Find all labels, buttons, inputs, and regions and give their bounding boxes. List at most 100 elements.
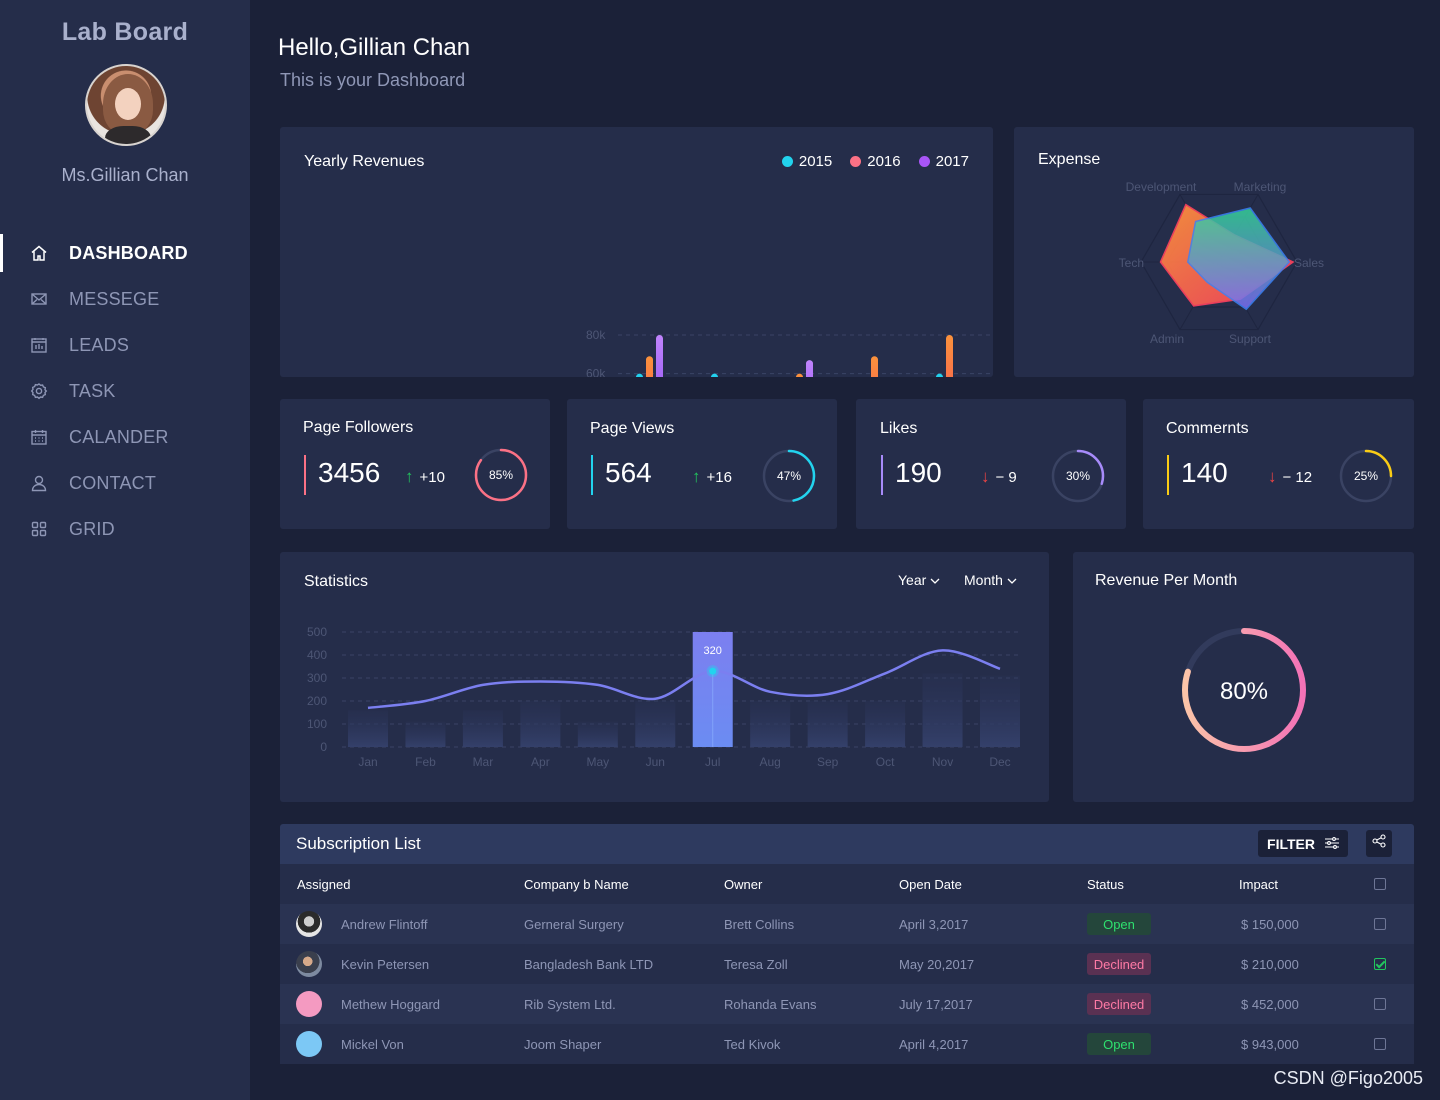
row-checkbox[interactable] <box>1374 1038 1386 1050</box>
kpi-accent-bar <box>304 455 306 495</box>
cell-owner: Ted Kivok <box>724 1037 781 1052</box>
radar-axis-label: Sales <box>1294 256 1324 270</box>
y-tick-label: 60k <box>586 367 606 377</box>
sidebar-item-calander[interactable]: CALANDER <box>0 414 250 460</box>
user-avatar[interactable] <box>85 64 167 146</box>
stat-bar <box>348 710 388 747</box>
ring-label: 30% <box>1066 469 1090 483</box>
cell-owner: Brett Collins <box>724 917 795 932</box>
table-row[interactable]: Mickel Von Joom Shaper Ted Kivok April 4… <box>280 1024 1414 1064</box>
grid-icon <box>30 520 48 538</box>
status-badge: Open <box>1087 913 1151 935</box>
sidebar-item-task[interactable]: TASK <box>0 368 250 414</box>
bar-2016 <box>796 373 803 377</box>
sidebar-item-label: CONTACT <box>69 472 157 493</box>
yearly-legend: 2015 2016 2017 <box>781 153 969 170</box>
legend-2017[interactable]: 2017 <box>918 153 969 170</box>
x-tick-label: Apr <box>531 755 550 769</box>
y-tick-label: 300 <box>307 671 327 685</box>
stat-bar <box>807 701 848 747</box>
kpi-value: 564 <box>605 457 652 488</box>
sidebar-item-dashboard[interactable]: DASHBOARD <box>0 230 250 276</box>
cell-assigned: Andrew Flintoff <box>341 917 428 932</box>
bar-2016 <box>646 356 653 377</box>
x-tick-label: Nov <box>932 755 953 769</box>
statistics-line <box>367 649 1001 710</box>
avatar <box>296 951 322 977</box>
gear-icon <box>30 382 48 400</box>
table-header-row: Assigned Company b Name Owner Open Date … <box>280 864 1414 904</box>
stat-bar <box>980 675 1020 747</box>
select-all-checkbox[interactable] <box>1374 878 1386 890</box>
stat-bar <box>865 701 906 747</box>
cell-date: April 3,2017 <box>899 917 969 932</box>
sidebar-item-messege[interactable]: MESSEGE <box>0 276 250 322</box>
row-checkbox[interactable] <box>1374 918 1386 930</box>
revenue-ring-progress <box>1182 628 1306 752</box>
row-checkbox[interactable] <box>1374 958 1386 970</box>
x-tick-label: May <box>586 755 609 769</box>
bar-2015 <box>711 373 718 377</box>
cell-impact: $ 452,000 <box>1241 997 1299 1012</box>
ring-label: 47% <box>777 469 801 483</box>
column-header[interactable]: Owner <box>724 877 763 892</box>
y-tick-label: 400 <box>307 648 327 662</box>
column-header[interactable]: Status <box>1087 877 1124 892</box>
table-row[interactable]: Andrew Flintoff Gerneral Surgery Brett C… <box>280 904 1414 944</box>
column-header[interactable]: Impact <box>1239 877 1279 892</box>
sidebar: Lab Board Ms.Gillian Chan DASHBOARD MESS… <box>0 0 250 1100</box>
table-row[interactable]: Kevin Petersen Bangladesh Bank LTD Teres… <box>280 944 1414 984</box>
stat-bar <box>577 721 618 747</box>
arrow-down-icon: ↓ <box>981 467 990 486</box>
radar-series-b <box>1186 207 1291 311</box>
legend-2015[interactable]: 2015 <box>781 153 832 170</box>
x-tick-label: Dec <box>989 755 1010 769</box>
kpi-value: 190 <box>895 457 942 488</box>
legend-dot <box>918 156 930 167</box>
avatar <box>296 911 322 937</box>
row-checkbox[interactable] <box>1374 998 1386 1010</box>
kpi-progress-ring: 47% <box>762 449 816 503</box>
x-tick-label: Feb <box>415 755 436 769</box>
ring-progress <box>1051 449 1105 503</box>
filter-button[interactable]: FILTER <box>1258 830 1348 857</box>
y-tick-label: 0 <box>320 740 327 754</box>
column-header[interactable]: Open Date <box>899 877 962 892</box>
kpi-progress-ring: 85% <box>474 448 528 502</box>
sidebar-nav: DASHBOARD MESSEGE LEADS TASK CALANDER <box>0 230 250 552</box>
x-tick-label: Sep <box>817 755 839 769</box>
share-button[interactable] <box>1366 830 1392 857</box>
cell-assigned: Methew Hoggard <box>341 997 440 1012</box>
column-header[interactable]: Company b Name <box>524 877 629 892</box>
bar-2017 <box>806 360 813 377</box>
bar-2016 <box>946 335 953 377</box>
sidebar-item-leads[interactable]: LEADS <box>0 322 250 368</box>
kpi-progress-ring: 30% <box>1051 449 1105 503</box>
kpi-title: Commernts <box>1166 420 1249 437</box>
sidebar-item-grid[interactable]: GRID <box>0 506 250 552</box>
bar-2015 <box>936 373 943 377</box>
kpi-delta: ↑ +16 <box>692 467 732 487</box>
statistics-chart: 500 400 300 200 100 0 Jan Feb Mar Apr May Jun Jul Aug… <box>307 625 1020 769</box>
kpi-title: Page Followers <box>303 419 414 436</box>
subscription-title: Subscription List <box>296 834 421 853</box>
legend-label: 2016 <box>867 153 901 170</box>
kpi-delta: ↓ − 9 <box>981 467 1017 487</box>
page-title: Hello,Gillian Chan <box>278 34 471 61</box>
cell-date: May 20,2017 <box>899 957 975 972</box>
year-dropdown-label: Year <box>898 572 927 588</box>
expense-card: Expense Development Marketing Sales Support… <box>1014 127 1414 377</box>
legend-2016[interactable]: 2016 <box>850 153 901 170</box>
sidebar-item-contact[interactable]: CONTACT <box>0 460 250 506</box>
year-dropdown[interactable]: Year <box>898 572 940 588</box>
cell-impact: $ 210,000 <box>1241 957 1299 972</box>
column-header[interactable]: Assigned <box>297 877 351 892</box>
highlight-point <box>709 667 717 675</box>
user-icon <box>30 474 48 492</box>
cell-owner: Teresa Zoll <box>724 957 788 972</box>
calendar-icon <box>30 428 48 446</box>
stat-bar <box>750 701 791 747</box>
table-row[interactable]: Methew Hoggard Rib System Ltd. Rohanda E… <box>280 984 1414 1024</box>
month-dropdown[interactable]: Month <box>964 572 1017 588</box>
revenue-month-ring: 80% <box>1182 628 1306 752</box>
